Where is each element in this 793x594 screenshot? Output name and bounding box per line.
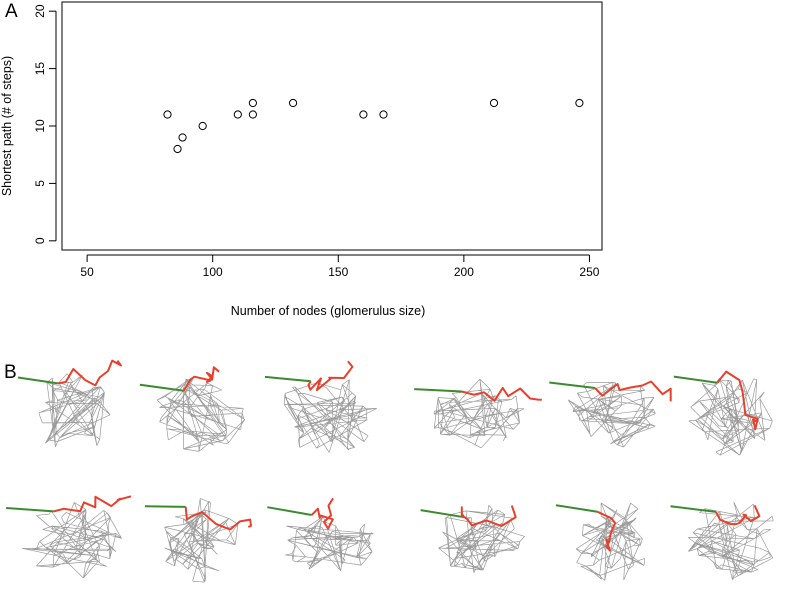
y-tick-label: 10 — [33, 119, 47, 133]
x-axis-label: Number of nodes (glomerulus size) — [231, 304, 426, 318]
data-point — [248, 98, 257, 108]
shortest-path — [57, 359, 122, 387]
network-mesh — [22, 502, 122, 579]
network-sketch — [6, 495, 132, 579]
network-sketch — [17, 359, 122, 448]
x-tick-label: 100 — [203, 265, 223, 279]
data-point — [233, 110, 242, 119]
network-mesh — [283, 379, 377, 453]
data-point — [178, 133, 187, 142]
y-tick-label: 20 — [33, 4, 47, 18]
shortest-path — [460, 505, 517, 527]
y-tick-label: 15 — [33, 62, 47, 76]
start-segment — [6, 507, 54, 513]
y-axis: 0 5 10 15 20 — [33, 4, 57, 244]
data-point — [379, 110, 388, 119]
shortest-path — [307, 360, 354, 392]
x-tick-label: 50 — [80, 265, 94, 279]
start-segment — [17, 376, 59, 385]
network-sketch — [264, 360, 377, 453]
data-point — [288, 98, 298, 108]
start-segment — [414, 388, 462, 393]
network-sketch — [670, 501, 774, 580]
network-mesh — [567, 381, 656, 448]
network-sketch — [139, 366, 246, 452]
plot-frame — [61, 1, 603, 251]
shortest-path — [596, 510, 617, 552]
shortest-path — [461, 386, 542, 402]
y-tick-label: 5 — [33, 180, 47, 187]
network-sketch — [549, 380, 672, 448]
shortest-path — [716, 370, 759, 431]
panel-a-label: A — [5, 1, 18, 22]
network-mesh — [688, 378, 773, 456]
shortest-path — [310, 497, 334, 530]
data-point — [575, 98, 584, 108]
start-segment — [264, 375, 311, 383]
data-point — [173, 144, 182, 154]
network-mesh — [687, 501, 774, 580]
shortest-path — [184, 506, 252, 531]
shortest-path — [715, 504, 761, 526]
x-tick-label: 150 — [328, 265, 348, 279]
network-sketch — [420, 504, 525, 573]
network-sketch — [673, 370, 773, 456]
start-segment — [673, 375, 718, 384]
network-sketch — [555, 502, 645, 581]
y-tick-label: 0 — [33, 237, 47, 244]
shortest-path — [53, 495, 132, 513]
data-point — [359, 110, 368, 119]
data-points — [163, 98, 584, 154]
network-sketch — [267, 497, 374, 572]
start-segment — [267, 506, 312, 516]
network-mesh — [433, 378, 525, 449]
shortest-path — [182, 366, 220, 392]
data-point — [163, 110, 172, 119]
network-sketch — [414, 378, 542, 449]
start-segment — [144, 505, 186, 508]
panel-b-label: B — [4, 362, 17, 383]
shortest-path — [594, 380, 672, 402]
network-mesh — [157, 378, 246, 452]
network-mesh — [164, 498, 239, 583]
start-segment — [670, 505, 717, 513]
network-sketch — [144, 498, 252, 583]
network-mesh — [38, 373, 111, 448]
start-segment — [420, 509, 465, 519]
data-point — [489, 98, 499, 108]
data-point — [248, 110, 257, 119]
network-mesh — [285, 516, 374, 572]
start-segment — [139, 383, 184, 392]
y-axis-label: Shortest path (# of steps) — [0, 56, 14, 196]
network-mesh — [575, 502, 645, 581]
start-segment — [555, 504, 598, 513]
x-axis: 50 100 150 200 250 — [80, 254, 600, 279]
start-segment — [549, 381, 596, 389]
x-tick-label: 250 — [579, 265, 599, 279]
x-tick-label: 200 — [454, 265, 474, 279]
data-point — [198, 121, 207, 131]
